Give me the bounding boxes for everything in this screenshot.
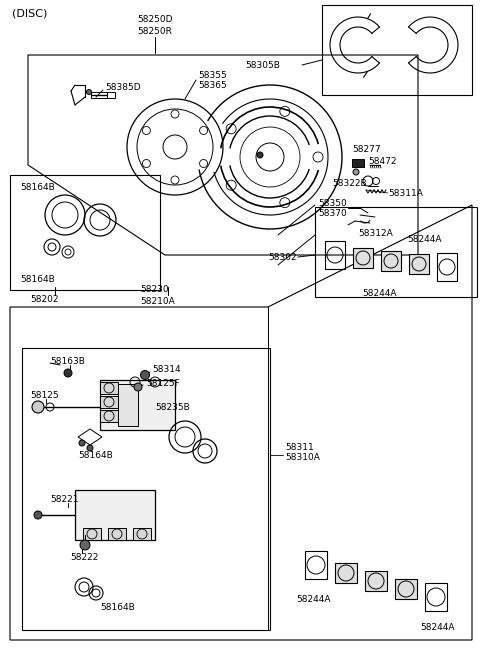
Text: 58164B: 58164B bbox=[78, 451, 113, 460]
Text: 58305B: 58305B bbox=[245, 60, 280, 69]
Circle shape bbox=[87, 445, 93, 451]
Bar bbox=[425, 583, 447, 611]
Circle shape bbox=[32, 401, 44, 413]
Text: 58322B: 58322B bbox=[332, 179, 367, 187]
Text: 58244A: 58244A bbox=[362, 288, 396, 297]
Text: (DISC): (DISC) bbox=[12, 9, 48, 19]
Text: 58164B: 58164B bbox=[20, 183, 55, 191]
Text: 58472: 58472 bbox=[368, 157, 396, 166]
Bar bbox=[353, 248, 373, 268]
Bar bbox=[395, 579, 417, 599]
Bar bbox=[107, 92, 115, 98]
Bar bbox=[352, 159, 364, 167]
Bar bbox=[100, 380, 175, 430]
Text: 58244A: 58244A bbox=[296, 595, 331, 605]
Circle shape bbox=[134, 383, 142, 391]
Text: 58163B: 58163B bbox=[50, 356, 85, 365]
Text: 58235B: 58235B bbox=[155, 403, 190, 411]
Bar bbox=[381, 251, 401, 271]
Bar bbox=[22, 348, 270, 630]
Text: 58164B: 58164B bbox=[20, 276, 55, 284]
Text: 58210A: 58210A bbox=[140, 297, 175, 305]
Bar bbox=[91, 92, 107, 98]
Bar bbox=[409, 254, 429, 274]
Text: 58312A: 58312A bbox=[358, 229, 393, 238]
Circle shape bbox=[353, 169, 359, 175]
Bar bbox=[305, 551, 327, 579]
Text: 58125: 58125 bbox=[30, 390, 59, 400]
Text: 58350: 58350 bbox=[318, 198, 347, 208]
Bar bbox=[83, 528, 101, 540]
Bar bbox=[365, 571, 387, 591]
Bar bbox=[75, 490, 155, 540]
Circle shape bbox=[86, 90, 92, 94]
Text: 58385D: 58385D bbox=[105, 83, 141, 92]
Text: 58244A: 58244A bbox=[420, 622, 455, 631]
Bar bbox=[322, 5, 472, 95]
Text: 58222: 58222 bbox=[70, 553, 98, 561]
Bar bbox=[100, 410, 118, 422]
Text: 58355: 58355 bbox=[198, 71, 227, 79]
Bar bbox=[325, 241, 345, 269]
Bar bbox=[335, 563, 357, 583]
Text: 58311A: 58311A bbox=[388, 189, 423, 198]
Text: 58250R: 58250R bbox=[138, 26, 172, 35]
Bar bbox=[100, 382, 118, 394]
Circle shape bbox=[257, 152, 263, 158]
Bar bbox=[108, 528, 126, 540]
Text: 58365: 58365 bbox=[198, 81, 227, 90]
Circle shape bbox=[80, 540, 90, 550]
Text: 58277: 58277 bbox=[352, 145, 381, 155]
Text: 58311: 58311 bbox=[285, 443, 314, 451]
Text: 58221: 58221 bbox=[50, 495, 79, 504]
Bar bbox=[118, 384, 138, 426]
Text: 58310A: 58310A bbox=[285, 453, 320, 462]
Text: 58125F: 58125F bbox=[146, 379, 180, 388]
Bar bbox=[100, 396, 118, 408]
Text: 58370: 58370 bbox=[318, 208, 347, 217]
Text: 58314: 58314 bbox=[152, 364, 180, 373]
Circle shape bbox=[141, 371, 149, 379]
Circle shape bbox=[34, 511, 42, 519]
Text: 58202: 58202 bbox=[30, 295, 59, 305]
Bar bbox=[437, 253, 457, 281]
Text: 58250D: 58250D bbox=[137, 16, 173, 24]
Circle shape bbox=[64, 369, 72, 377]
Text: 58164B: 58164B bbox=[100, 603, 135, 612]
Text: 58244A: 58244A bbox=[407, 234, 442, 244]
Circle shape bbox=[79, 440, 85, 446]
Text: 58302: 58302 bbox=[268, 252, 297, 261]
Bar bbox=[10, 175, 160, 290]
Bar bbox=[315, 207, 477, 297]
Text: 58230: 58230 bbox=[140, 286, 168, 295]
Bar bbox=[133, 528, 151, 540]
